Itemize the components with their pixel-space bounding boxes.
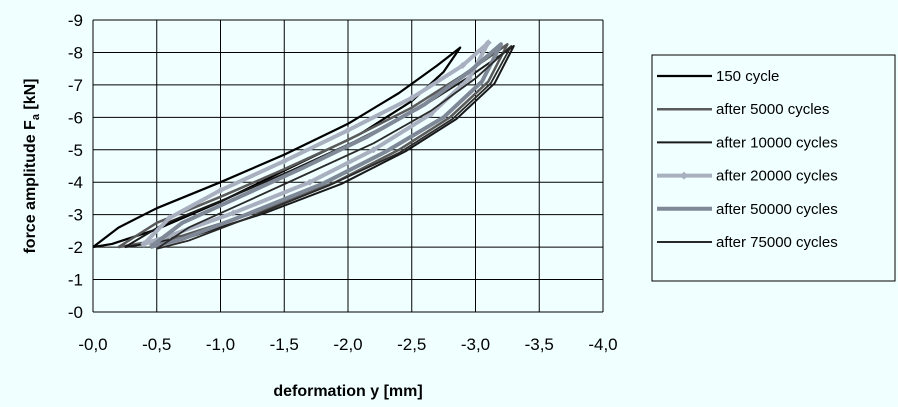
series-marker — [229, 209, 237, 217]
series-layer — [92, 39, 515, 250]
x-tick-label: -2,5 — [397, 335, 426, 354]
x-tick-label: -3,5 — [525, 335, 554, 354]
x-tick-label: -1,5 — [270, 335, 299, 354]
legend-label: after 50000 cycles — [716, 201, 838, 218]
series-marker — [465, 74, 473, 82]
x-tick-label: -0,5 — [142, 335, 171, 354]
y-tick-label: -4 — [68, 173, 83, 192]
series-marker — [484, 39, 492, 47]
x-tick-label: -3,0 — [461, 335, 490, 354]
legend-box — [651, 54, 896, 282]
x-tick-label: -1,0 — [206, 335, 235, 354]
series-line-1 — [92, 46, 462, 249]
y-axis-title: force amplitude Fa [kN] — [22, 78, 42, 253]
series-marker — [370, 146, 377, 154]
legend-marker — [680, 171, 688, 180]
series-marker — [280, 157, 288, 165]
series-line-6 — [156, 45, 513, 250]
series-marker — [306, 178, 314, 186]
y-tick-label: -0 — [68, 303, 83, 322]
series-marker — [166, 214, 173, 222]
legend-label: 150 cycle — [716, 68, 779, 85]
series-marker — [408, 94, 416, 102]
x-tick-label: -0,0 — [78, 335, 107, 354]
series-marker — [344, 126, 352, 134]
y-tick-label: -7 — [68, 76, 83, 95]
legend: 150 cycle after 5000 cycles after 10000 cy… — [651, 54, 896, 282]
legend-label: after 10000 cycles — [716, 134, 838, 151]
series-line-2 — [117, 43, 509, 249]
y-tick-label: -2 — [68, 238, 83, 257]
series-line-5 — [149, 42, 503, 250]
series-marker — [140, 240, 148, 248]
legend-items: 150 cycle after 5000 cycles after 10000 cy… — [657, 68, 838, 251]
x-tick-label: -4,0 — [588, 335, 617, 354]
series-line-3 — [124, 45, 515, 249]
x-tick-label: -2,0 — [333, 335, 362, 354]
legend-label: after 20000 cycles — [716, 168, 838, 185]
legend-label: after 75000 cycles — [716, 234, 838, 251]
y-tick-label: -5 — [68, 141, 83, 160]
y-tick-label: -1 — [68, 271, 83, 290]
grid — [92, 19, 604, 313]
legend-label: after 5000 cycles — [716, 101, 829, 118]
y-tick-label: -6 — [68, 108, 83, 127]
y-tick-label: -9 — [68, 11, 83, 30]
series-marker — [459, 61, 467, 69]
y-tick-label: -3 — [68, 206, 83, 225]
x-axis-title: deformation y [mm] — [273, 383, 422, 400]
series-marker — [217, 186, 224, 194]
y-tick-label: -8 — [68, 43, 83, 62]
tick-labels: -0,0 -0,5 -1,0 -1,5 -2,0 -2,5 -3,0 -3,5 -4,0 -0 -1… — [68, 11, 618, 354]
